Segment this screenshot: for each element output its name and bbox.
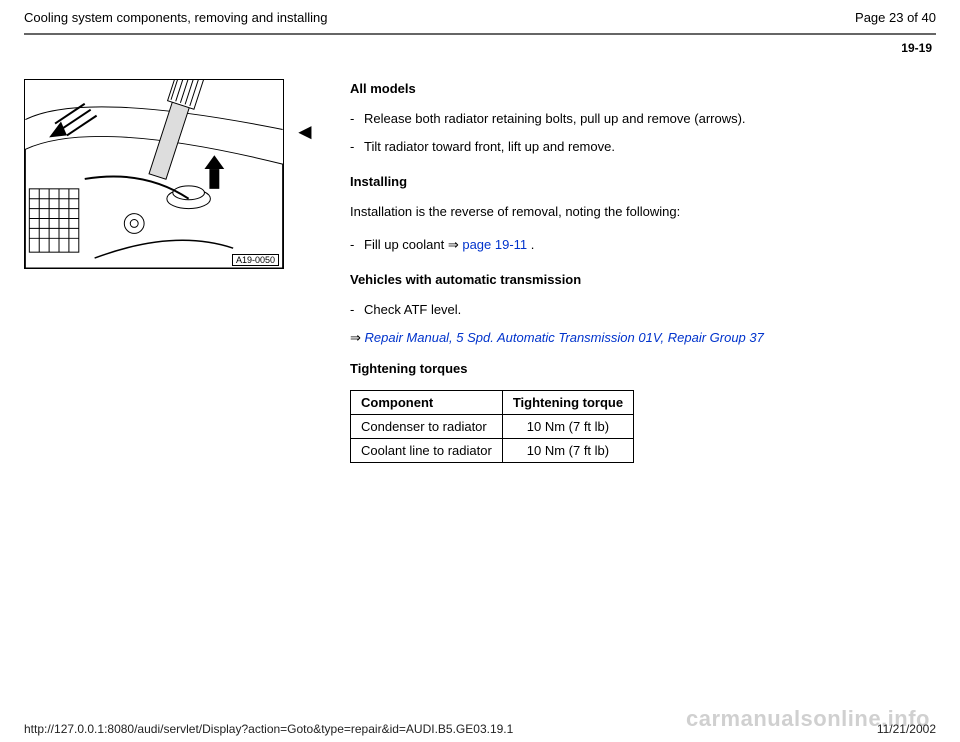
page-link[interactable]: page 19-11 <box>462 237 527 252</box>
heading-torques: Tightening torques <box>350 361 936 376</box>
bullet-dash: - <box>350 110 364 128</box>
heading-auto-trans: Vehicles with automatic transmission <box>350 272 936 287</box>
page-indicator: Page 23 of 40 <box>855 10 936 25</box>
footer-date: 11/21/2002 <box>877 722 936 736</box>
pointer-icon: ◄ <box>294 119 316 145</box>
bullet-item: - Release both radiator retaining bolts,… <box>350 110 936 128</box>
bullet-pre: Fill up coolant <box>364 237 448 252</box>
table-cell: 10 Nm (7 ft lb) <box>502 415 633 439</box>
bullet-item: - Fill up coolant ⇒ page 19-11 . <box>350 236 936 254</box>
link-arrow-icon: ⇒ <box>350 330 365 345</box>
table-header: Component <box>351 391 503 415</box>
bullet-dash: - <box>350 236 364 254</box>
table-row: Condenser to radiator 10 Nm (7 ft lb) <box>351 415 634 439</box>
torque-table: Component Tightening torque Condenser to… <box>350 390 634 463</box>
table-header: Tightening torque <box>502 391 633 415</box>
illustration: A19-0050 <box>24 79 284 269</box>
table-cell: Condenser to radiator <box>351 415 503 439</box>
table-cell: 10 Nm (7 ft lb) <box>502 439 633 463</box>
table-header-row: Component Tightening torque <box>351 391 634 415</box>
bullet-post: . <box>531 237 535 252</box>
illustration-tag: A19-0050 <box>232 254 279 266</box>
link-arrow-icon: ⇒ <box>448 237 463 252</box>
installing-intro: Installation is the reverse of removal, … <box>350 203 936 221</box>
bullet-dash: - <box>350 301 364 319</box>
footer-url: http://127.0.0.1:8080/audi/servlet/Displ… <box>24 722 513 736</box>
heading-installing: Installing <box>350 174 936 189</box>
bullet-text: Check ATF level. <box>364 301 461 319</box>
bullet-text: Release both radiator retaining bolts, p… <box>364 110 746 128</box>
manual-ref: ⇒ Repair Manual, 5 Spd. Automatic Transm… <box>350 329 936 347</box>
table-cell: Coolant line to radiator <box>351 439 503 463</box>
repair-manual-link[interactable]: Repair Manual, 5 Spd. Automatic Transmis… <box>365 330 764 345</box>
heading-all-models: All models <box>350 81 936 96</box>
page-ref: 19-19 <box>0 35 960 55</box>
bullet-text: Tilt radiator toward front, lift up and … <box>364 138 615 156</box>
bullet-text: Fill up coolant ⇒ page 19-11 . <box>364 236 534 254</box>
table-row: Coolant line to radiator 10 Nm (7 ft lb) <box>351 439 634 463</box>
bullet-item: - Tilt radiator toward front, lift up an… <box>350 138 936 156</box>
doc-title: Cooling system components, removing and … <box>24 10 328 25</box>
bullet-dash: - <box>350 138 364 156</box>
illustration-svg <box>25 80 283 268</box>
bullet-item: - Check ATF level. <box>350 301 936 319</box>
